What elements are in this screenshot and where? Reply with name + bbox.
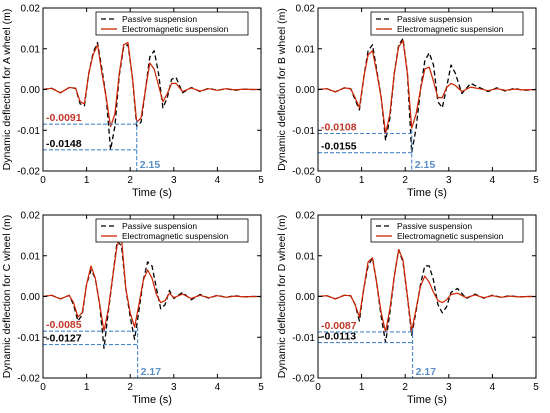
annotation-time-value: 2.17 <box>416 366 437 378</box>
x-tick-label: 2 <box>127 175 133 186</box>
chart-panel-c: -0.0085 -0.0127 2.17 0 1 2 3 4 5 -0.02 -0.01 0.00 0.… <box>0 207 275 413</box>
x-axis-label: Time (s) <box>132 394 172 406</box>
x-tick-label: 1 <box>359 175 365 186</box>
passive-series-line <box>318 37 536 154</box>
series-group <box>43 41 261 151</box>
legend-electromagnetic-label: Electromagnetic suspension <box>122 24 229 34</box>
legend-electromagnetic-label: Electromagnetic suspension <box>397 24 504 34</box>
y-axis-label: Dynamic deflection for D wheel (m) <box>276 215 288 378</box>
x-tick-label: 5 <box>533 175 539 186</box>
series-group <box>318 248 536 344</box>
legend-passive-label: Passive suspension <box>397 221 472 231</box>
legend-passive-label: Passive suspension <box>397 14 472 24</box>
y-tick-label: -0.01 <box>17 126 40 137</box>
x-tick-label: 0 <box>315 175 321 186</box>
y-tick-label: 0.00 <box>21 292 41 303</box>
x-tick-label: 2 <box>402 175 408 186</box>
y-tick-label: 0.02 <box>21 211 41 222</box>
series-group <box>43 236 261 349</box>
x-tick-label: 1 <box>84 175 90 186</box>
y-tick-label: 0.01 <box>296 44 316 55</box>
annotation-time-value: 2.15 <box>415 159 436 171</box>
x-axis-label: Time (s) <box>132 187 172 199</box>
x-tick-label: 3 <box>446 382 452 393</box>
chart-d-svg: -0.0087-0.0113 2.17 0 1 2 3 4 5 -0.02 -0.01 0.00 0.… <box>276 211 539 407</box>
x-tick-label: 0 <box>40 382 46 393</box>
x-tick-label: 5 <box>258 382 264 393</box>
chart-b-svg: -0.0108 -0.0155 2.15 0 1 2 3 4 5 -0.02 -0.01 0.00 0.… <box>276 4 539 200</box>
chart-panel-d: -0.0087 -0.0113 2.17 0 1 2 3 4 5 -0.02 -0.01 0.00 0.… <box>275 207 550 413</box>
annotation-black-value: -0.0113 <box>321 331 356 343</box>
x-tick-label: 3 <box>171 175 177 186</box>
x-tick-label: 1 <box>84 382 90 393</box>
annotation-black-value: -0.0148 <box>46 138 82 150</box>
y-tick-label: 0.00 <box>296 292 316 303</box>
chart-panel-a: -0.0091 -0.0148 2.15 0 1 2 3 4 5 -0.02 -0.01 0.00 0.… <box>0 0 275 206</box>
chart-a-svg: -0.0091 -0.0148 2.15 0 1 2 3 4 5 -0.02 -0.01 0.00 0.… <box>1 4 264 200</box>
x-tick-label: 3 <box>171 382 177 393</box>
x-tick-label: 0 <box>40 175 46 186</box>
x-tick-label: 4 <box>490 175 496 186</box>
x-tick-label: 5 <box>533 382 539 393</box>
legend-box <box>95 11 249 36</box>
annotation-black-value: -0.0155 <box>321 141 357 153</box>
x-tick-label: 0 <box>315 382 321 393</box>
annotation-time-value: 2.15 <box>140 159 161 171</box>
x-tick-label: 4 <box>215 175 221 186</box>
annotation-red-value: -0.0087 <box>321 320 357 332</box>
y-tick-label: 0.02 <box>21 4 41 15</box>
electromagnetic-series-line <box>318 248 536 333</box>
chart-c-svg: -0.0085 -0.0127 2.17 0 1 2 3 4 5 -0.02 -0.01 0.00 0.… <box>1 211 264 407</box>
legend-passive-label: Passive suspension <box>122 221 197 231</box>
y-axis-label: Dynamic deflection for A wheel (m) <box>1 9 13 171</box>
passive-series-line <box>43 41 261 151</box>
y-tick-label: 0.02 <box>296 4 316 15</box>
y-tick-label: 0.01 <box>296 251 316 262</box>
annotation-red-value: -0.0108 <box>321 122 357 134</box>
x-tick-label: 4 <box>490 382 496 393</box>
x-tick-label: 2 <box>402 382 408 393</box>
x-tick-label: 4 <box>215 382 221 393</box>
y-tick-label: -0.02 <box>292 167 315 178</box>
y-tick-label: 0.00 <box>296 85 316 96</box>
series-group <box>318 37 536 154</box>
x-tick-label: 1 <box>359 382 365 393</box>
x-axis-label: Time (s) <box>407 187 447 199</box>
x-tick-label: 5 <box>258 175 264 186</box>
y-tick-label: 0.00 <box>21 85 41 96</box>
y-tick-label: -0.02 <box>17 374 40 385</box>
electromagnetic-series-line <box>43 41 261 128</box>
y-tick-label: -0.01 <box>292 333 315 344</box>
y-axis-label: Dynamic deflection for C wheel (m) <box>1 215 13 378</box>
legend-electromagnetic-label: Electromagnetic suspension <box>122 231 229 241</box>
annotation-black-value: -0.0127 <box>46 333 82 345</box>
annotation-red-value: -0.0091 <box>46 112 82 124</box>
y-tick-label: -0.01 <box>17 333 40 344</box>
y-tick-label: -0.02 <box>292 374 315 385</box>
y-tick-label: 0.01 <box>21 44 41 55</box>
annotation-time-value: 2.17 <box>141 366 162 378</box>
y-axis-label: Dynamic deflection for B wheel (m) <box>276 8 288 171</box>
y-tick-label: -0.02 <box>17 167 40 178</box>
y-tick-label: 0.01 <box>21 251 41 262</box>
legend-box <box>95 218 249 243</box>
legend-electromagnetic-label: Electromagnetic suspension <box>397 231 504 241</box>
x-tick-label: 2 <box>127 382 133 393</box>
y-tick-label: 0.02 <box>296 211 316 222</box>
chart-panel-b: -0.0108 -0.0155 2.15 0 1 2 3 4 5 -0.02 -0.01 0.00 0.… <box>275 0 550 206</box>
electromagnetic-series-line <box>43 236 261 332</box>
x-axis-label: Time (s) <box>407 394 447 406</box>
legend-box <box>370 218 524 243</box>
x-tick-label: 3 <box>446 175 452 186</box>
electromagnetic-series-line <box>318 39 536 135</box>
y-tick-label: -0.01 <box>292 126 315 137</box>
legend-box <box>370 11 524 36</box>
legend-passive-label: Passive suspension <box>122 14 197 24</box>
annotation-red-value: -0.0085 <box>46 319 82 331</box>
